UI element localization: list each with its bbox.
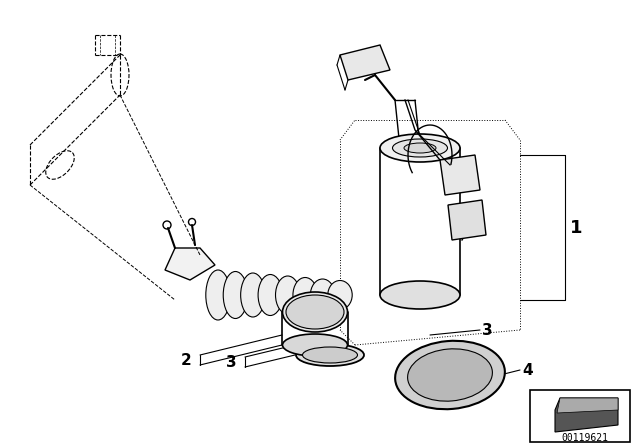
Ellipse shape (282, 334, 348, 356)
Polygon shape (448, 200, 486, 240)
Text: 00119621: 00119621 (561, 433, 609, 443)
Ellipse shape (310, 279, 335, 311)
Ellipse shape (241, 273, 265, 317)
Ellipse shape (206, 270, 230, 320)
Ellipse shape (223, 271, 248, 319)
Ellipse shape (380, 281, 460, 309)
Ellipse shape (293, 277, 317, 313)
Ellipse shape (286, 295, 344, 329)
Ellipse shape (404, 143, 436, 153)
Ellipse shape (282, 292, 348, 332)
Text: 1: 1 (570, 219, 582, 237)
Ellipse shape (275, 276, 300, 314)
Ellipse shape (303, 347, 358, 363)
Bar (530, 390, 630, 442)
Text: 2: 2 (181, 353, 192, 367)
Polygon shape (557, 398, 618, 413)
Text: 4: 4 (522, 362, 532, 378)
Ellipse shape (408, 349, 492, 401)
Ellipse shape (296, 344, 364, 366)
Ellipse shape (395, 341, 505, 409)
Ellipse shape (392, 139, 447, 157)
Polygon shape (440, 155, 480, 195)
Polygon shape (340, 45, 390, 80)
Ellipse shape (258, 275, 282, 315)
Text: 3: 3 (482, 323, 493, 337)
Ellipse shape (380, 134, 460, 162)
Polygon shape (165, 248, 215, 280)
Ellipse shape (328, 280, 352, 310)
Polygon shape (555, 398, 618, 432)
Text: 3: 3 (227, 354, 237, 370)
